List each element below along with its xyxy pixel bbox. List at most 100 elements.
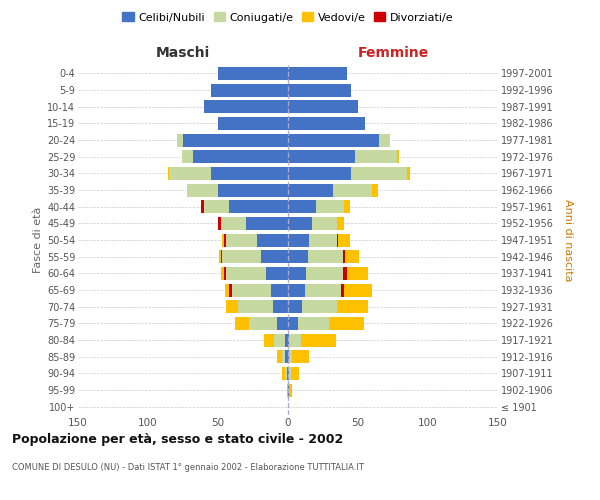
Bar xyxy=(288,334,289,346)
Bar xyxy=(306,267,343,280)
Bar xyxy=(344,200,350,213)
Bar xyxy=(333,184,372,196)
Text: Popolazione per età, sesso e stato civile - 2002: Popolazione per età, sesso e stato civil… xyxy=(12,432,343,446)
Bar xyxy=(343,267,347,280)
Bar xyxy=(226,300,238,313)
Bar xyxy=(288,250,308,263)
Bar xyxy=(312,217,337,230)
Bar xyxy=(211,167,288,180)
Bar xyxy=(218,67,288,80)
Y-axis label: Fasce di età: Fasce di età xyxy=(32,207,43,273)
Legend: Celibi/Nubili, Coniugati/e, Vedovi/e, Divorziati/e: Celibi/Nubili, Coniugati/e, Vedovi/e, Di… xyxy=(118,8,458,27)
Bar xyxy=(204,100,288,113)
Bar xyxy=(187,184,218,196)
Bar xyxy=(287,384,288,396)
Bar xyxy=(226,234,257,246)
Text: COMUNE DI DESULO (NU) - Dati ISTAT 1° gennaio 2002 - Elaborazione TUTTITALIA.IT: COMUNE DI DESULO (NU) - Dati ISTAT 1° ge… xyxy=(12,462,364,471)
Bar xyxy=(288,217,312,230)
Bar xyxy=(285,350,288,363)
Bar xyxy=(288,84,351,96)
Bar xyxy=(264,334,274,346)
Bar xyxy=(274,334,285,346)
Bar xyxy=(289,367,291,380)
Bar xyxy=(305,284,341,296)
Bar xyxy=(316,200,344,213)
Bar xyxy=(301,334,335,346)
Bar xyxy=(211,84,288,96)
Bar xyxy=(288,267,306,280)
Bar xyxy=(308,250,343,263)
Bar xyxy=(288,184,333,196)
Bar xyxy=(346,250,359,263)
Bar xyxy=(288,100,358,113)
Bar xyxy=(221,217,246,230)
Text: Femmine: Femmine xyxy=(358,46,428,60)
Bar xyxy=(288,67,347,80)
Bar xyxy=(288,284,305,296)
Bar xyxy=(288,367,289,380)
Bar xyxy=(288,300,302,313)
Bar xyxy=(183,134,288,146)
Bar xyxy=(204,200,229,213)
Bar xyxy=(246,217,288,230)
Bar xyxy=(344,284,372,296)
Bar xyxy=(289,334,301,346)
Bar xyxy=(298,317,329,330)
Bar xyxy=(225,284,229,296)
Bar xyxy=(291,367,299,380)
Y-axis label: Anni di nascita: Anni di nascita xyxy=(563,198,573,281)
Bar xyxy=(182,150,193,163)
Bar xyxy=(289,350,292,363)
Bar xyxy=(337,217,344,230)
Bar xyxy=(229,200,288,213)
Bar xyxy=(341,284,344,296)
Bar xyxy=(288,200,316,213)
Bar xyxy=(289,384,292,396)
Bar xyxy=(287,367,288,380)
Bar xyxy=(220,250,221,263)
Bar xyxy=(218,117,288,130)
Bar xyxy=(271,284,288,296)
Bar xyxy=(266,267,288,280)
Text: Maschi: Maschi xyxy=(156,46,210,60)
Bar xyxy=(272,300,288,313)
Bar xyxy=(221,267,224,280)
Bar xyxy=(302,300,337,313)
Bar xyxy=(288,234,309,246)
Bar xyxy=(277,317,288,330)
Bar xyxy=(229,284,232,296)
Bar xyxy=(338,234,350,246)
Bar xyxy=(283,367,285,380)
Bar xyxy=(351,167,407,180)
Bar xyxy=(309,234,337,246)
Bar xyxy=(288,317,298,330)
Bar xyxy=(288,167,351,180)
Bar xyxy=(201,200,204,213)
Bar xyxy=(288,117,365,130)
Bar xyxy=(218,217,221,230)
Bar xyxy=(343,250,346,263)
Bar xyxy=(224,234,226,246)
Bar xyxy=(355,150,397,163)
Bar xyxy=(226,267,266,280)
Bar xyxy=(292,350,309,363)
Bar xyxy=(222,250,262,263)
Bar xyxy=(169,167,211,180)
Bar xyxy=(167,167,169,180)
Bar xyxy=(238,300,272,313)
Bar xyxy=(218,184,288,196)
Bar xyxy=(379,134,390,146)
Bar xyxy=(262,250,288,263)
Bar xyxy=(221,250,222,263)
Bar xyxy=(222,234,224,246)
Bar xyxy=(337,234,338,246)
Bar xyxy=(347,267,368,280)
Bar xyxy=(288,384,289,396)
Bar xyxy=(224,267,226,280)
Bar xyxy=(337,300,368,313)
Bar xyxy=(257,234,288,246)
Bar xyxy=(235,317,249,330)
Bar xyxy=(285,367,287,380)
Bar xyxy=(193,150,288,163)
Bar xyxy=(232,284,271,296)
